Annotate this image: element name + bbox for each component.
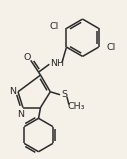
Text: N: N — [9, 87, 16, 96]
Text: Cl: Cl — [49, 22, 59, 31]
Text: N: N — [17, 110, 25, 119]
Text: CH₃: CH₃ — [68, 102, 85, 111]
Text: NH: NH — [50, 59, 64, 68]
Text: O: O — [23, 53, 30, 62]
Text: S: S — [61, 90, 67, 99]
Text: Cl: Cl — [107, 43, 116, 52]
